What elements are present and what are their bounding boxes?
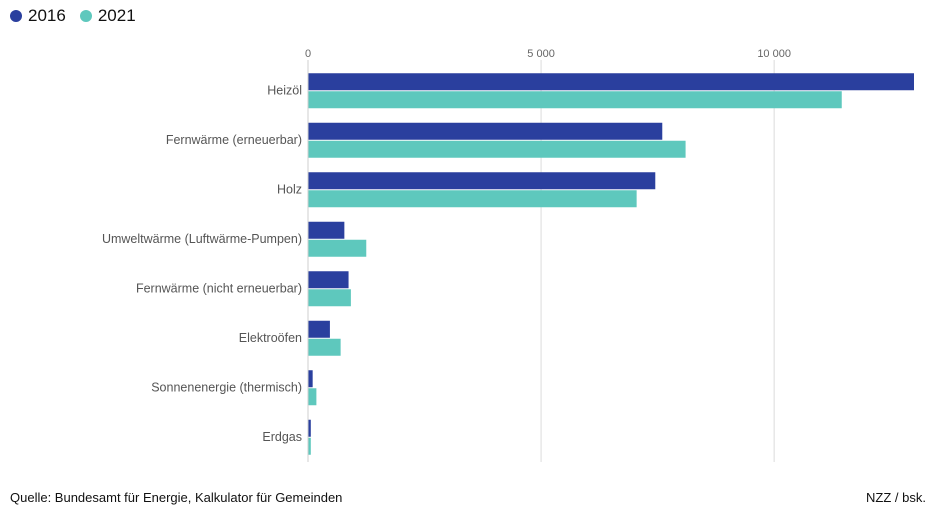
category-label-1: Fernwärme (erneuerbar) xyxy=(166,133,302,147)
legend-item-2016: 2016 xyxy=(10,6,66,26)
bar-2016-5 xyxy=(308,320,330,338)
bar-2016-4 xyxy=(308,271,349,289)
x-tick-label-2: 10 000 xyxy=(757,48,791,60)
bar-chart: 0 5 000 10 000 Heizöl Fernwärme (erneuerbar)… xyxy=(102,48,914,462)
source-note: Quelle: Bundesamt für Energie, Kalkulato… xyxy=(10,490,343,505)
bar-2016-0 xyxy=(308,73,914,91)
category-label-6: Sonnenenergie (thermisch) xyxy=(151,380,302,394)
bar-2021-0 xyxy=(308,91,842,109)
bar-2016-1 xyxy=(308,122,663,140)
legend-swatch-2016 xyxy=(10,10,22,22)
bar-2016-6 xyxy=(308,370,313,388)
bar-2021-3 xyxy=(308,239,367,257)
bar-2016-7 xyxy=(308,419,311,437)
bar-2021-1 xyxy=(308,140,686,158)
bar-2021-2 xyxy=(308,190,637,208)
bar-2021-6 xyxy=(308,388,317,406)
legend-item-2021: 2021 xyxy=(79,6,136,26)
category-label-5: Elektroöfen xyxy=(239,331,302,345)
bar-2021-4 xyxy=(308,289,351,307)
bar-2021-7 xyxy=(308,437,311,455)
category-label-7: Erdgas xyxy=(262,430,302,444)
bar-2016-3 xyxy=(308,221,345,239)
legend: 2016 2021 xyxy=(10,6,136,26)
category-label-3: Umweltwärme (Luftwärme-Pumpen) xyxy=(102,232,302,246)
bar-2021-5 xyxy=(308,338,341,356)
legend-swatch-2021 xyxy=(79,10,92,22)
category-label-2: Holz xyxy=(277,182,302,196)
x-tick-label-0: 0 xyxy=(305,48,311,60)
category-label-4: Fernwärme (nicht erneuerbar) xyxy=(136,281,302,295)
legend-label-2016: 2016 xyxy=(28,6,66,25)
x-tick-label-1: 5 000 xyxy=(527,48,555,60)
category-label-0: Heizöl xyxy=(267,83,302,97)
legend-label-2021: 2021 xyxy=(97,6,136,25)
credit-note: NZZ / bsk. xyxy=(866,490,926,505)
bar-2016-2 xyxy=(308,172,656,190)
